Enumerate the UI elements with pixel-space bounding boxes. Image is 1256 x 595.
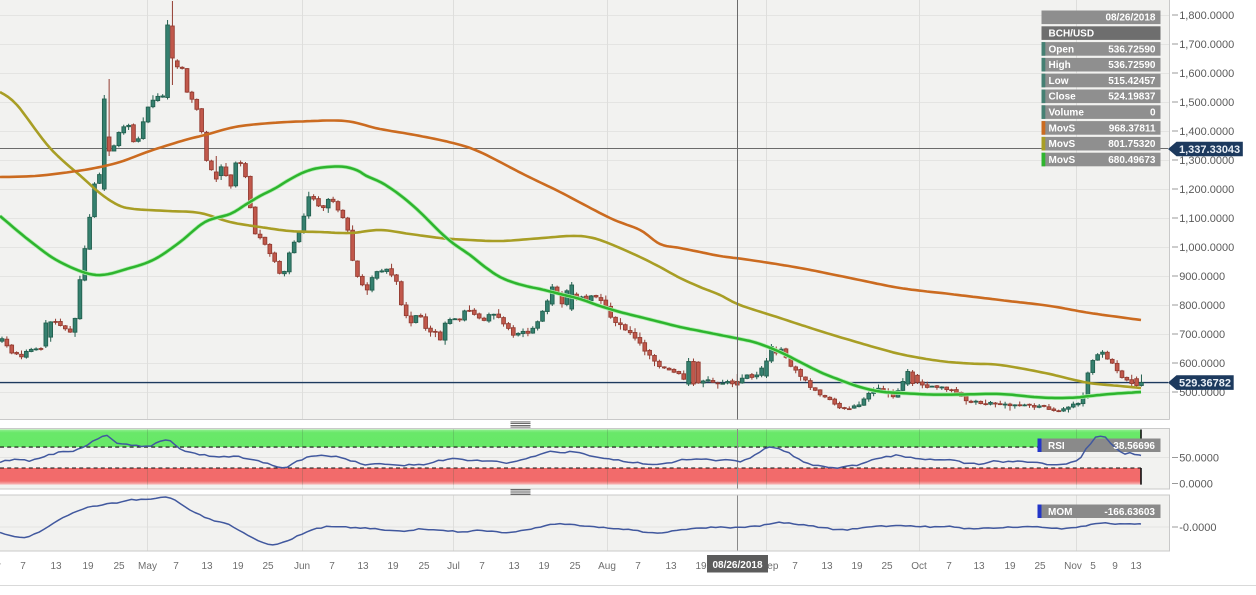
svg-text:1,000.0000: 1,000.0000	[1179, 242, 1234, 254]
svg-text:7: 7	[946, 561, 952, 572]
svg-text:BCH/USD: BCH/USD	[1049, 29, 1095, 40]
svg-text:High: High	[1049, 60, 1071, 71]
svg-text:1,800.0000: 1,800.0000	[1179, 10, 1234, 22]
svg-text:MOM: MOM	[1048, 507, 1072, 518]
svg-text:19: 19	[387, 561, 399, 572]
svg-text:1,100.0000: 1,100.0000	[1179, 213, 1234, 225]
svg-text:-166.63603: -166.63603	[1104, 507, 1155, 518]
svg-text:50.0000: 50.0000	[1179, 453, 1219, 465]
svg-text:801.75320: 801.75320	[1108, 139, 1156, 150]
svg-text:7: 7	[792, 561, 798, 572]
svg-text:25: 25	[881, 561, 893, 572]
svg-text:1,300.0000: 1,300.0000	[1179, 155, 1234, 167]
svg-text:536.72590: 536.72590	[1108, 60, 1156, 71]
svg-text:Close: Close	[1049, 92, 1077, 103]
svg-text:529.36782: 529.36782	[1179, 378, 1231, 390]
svg-text:Oct: Oct	[911, 561, 927, 572]
svg-text:-0.0000: -0.0000	[1179, 522, 1216, 534]
svg-text:19: 19	[232, 561, 244, 572]
svg-text:RSI: RSI	[1048, 441, 1065, 452]
svg-text:25: 25	[113, 561, 125, 572]
svg-text:5: 5	[1090, 561, 1096, 572]
svg-text:0.0000: 0.0000	[1179, 479, 1213, 491]
svg-text:13: 13	[1130, 561, 1142, 572]
svg-text:MovS: MovS	[1049, 155, 1076, 166]
svg-text:0: 0	[1150, 108, 1156, 119]
svg-text:524.19837: 524.19837	[1108, 92, 1156, 103]
svg-text:13: 13	[973, 561, 985, 572]
svg-text:9: 9	[1112, 561, 1118, 572]
svg-text:7: 7	[20, 561, 26, 572]
svg-text:Nov: Nov	[1064, 561, 1082, 572]
svg-text:1,400.0000: 1,400.0000	[1179, 126, 1234, 138]
svg-text:7: 7	[329, 561, 335, 572]
svg-text:13: 13	[821, 561, 833, 572]
svg-text:1,700.0000: 1,700.0000	[1179, 39, 1234, 51]
svg-text:13: 13	[201, 561, 213, 572]
svg-text:968.37811: 968.37811	[1109, 123, 1156, 134]
svg-text:Open: Open	[1049, 44, 1075, 55]
svg-text:08/26/2018: 08/26/2018	[1105, 13, 1155, 24]
svg-text:13: 13	[357, 561, 369, 572]
svg-text:13: 13	[665, 561, 677, 572]
svg-text:38.56696: 38.56696	[1113, 441, 1155, 452]
svg-text:13: 13	[508, 561, 520, 572]
svg-text:May: May	[138, 561, 157, 572]
svg-text:7: 7	[479, 561, 485, 572]
svg-text:1,200.0000: 1,200.0000	[1179, 184, 1234, 196]
svg-text:19: 19	[538, 561, 550, 572]
svg-text:Aug: Aug	[598, 561, 616, 572]
svg-text:25: 25	[1034, 561, 1046, 572]
svg-text:800.0000: 800.0000	[1179, 300, 1225, 312]
svg-text:Jun: Jun	[294, 561, 310, 572]
svg-text:19: 19	[1004, 561, 1016, 572]
svg-text:900.0000: 900.0000	[1179, 271, 1225, 283]
svg-text:Jul: Jul	[447, 561, 460, 572]
svg-text:7: 7	[635, 561, 641, 572]
svg-text:19: 19	[695, 561, 707, 572]
svg-text:MovS: MovS	[1049, 123, 1076, 134]
svg-text:Volume: Volume	[1049, 108, 1085, 119]
svg-text:1,337.33043: 1,337.33043	[1179, 144, 1240, 156]
svg-text:25: 25	[569, 561, 581, 572]
svg-text:25: 25	[418, 561, 430, 572]
svg-text:Low: Low	[1049, 76, 1069, 87]
svg-text:515.42457: 515.42457	[1108, 76, 1156, 87]
svg-text:19: 19	[851, 561, 863, 572]
svg-text:500.0000: 500.0000	[1179, 387, 1225, 399]
svg-text:1,600.0000: 1,600.0000	[1179, 68, 1234, 80]
svg-text:1,500.0000: 1,500.0000	[1179, 97, 1234, 109]
svg-text:7: 7	[173, 561, 179, 572]
svg-text:25: 25	[262, 561, 274, 572]
svg-text:Apr: Apr	[0, 561, 1, 572]
svg-text:600.0000: 600.0000	[1179, 358, 1225, 370]
svg-text:08/26/2018: 08/26/2018	[712, 560, 762, 571]
svg-text:Sep: Sep	[761, 561, 779, 572]
svg-text:536.72590: 536.72590	[1108, 44, 1156, 55]
svg-text:13: 13	[50, 561, 62, 572]
svg-text:MovS: MovS	[1049, 139, 1076, 150]
svg-text:700.0000: 700.0000	[1179, 329, 1225, 341]
svg-text:680.49673: 680.49673	[1108, 155, 1156, 166]
svg-text:19: 19	[82, 561, 94, 572]
